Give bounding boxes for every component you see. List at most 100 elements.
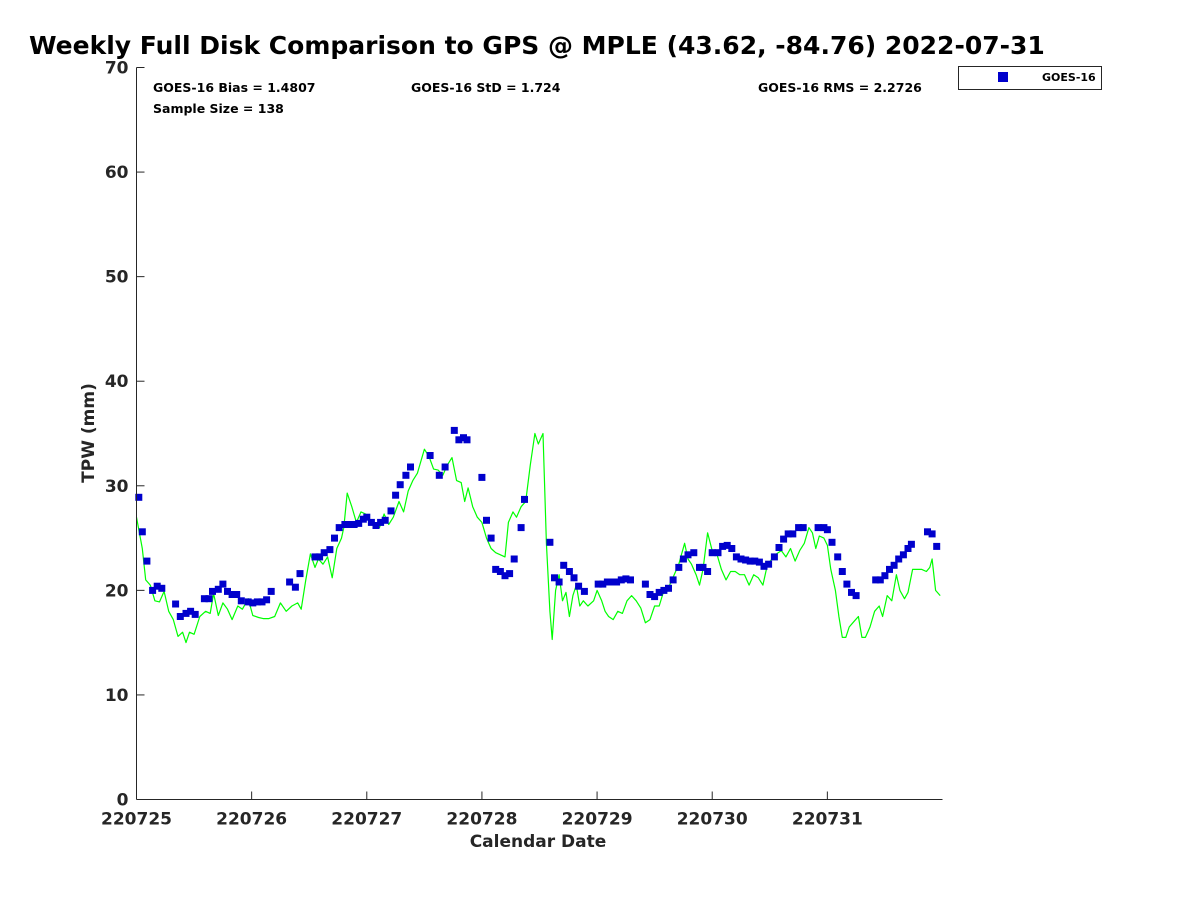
goes16-data-point	[580, 587, 588, 595]
goes16-data-point	[149, 586, 157, 594]
goes16-data-point	[872, 576, 880, 584]
x-tick-label: 220726	[216, 810, 287, 830]
goes16-data-point	[760, 562, 768, 570]
goes16-data-point	[224, 587, 231, 595]
goes16-data-point	[742, 556, 750, 564]
goes16-data-point	[699, 563, 707, 571]
y-tick-label: 10	[105, 686, 129, 706]
goes16-data-point	[895, 555, 903, 563]
goes16-data-point	[751, 557, 759, 565]
goes16-data-point	[510, 555, 518, 563]
goes16-data-point	[387, 507, 395, 515]
goes16-data-point	[517, 524, 525, 532]
goes16-data-point	[311, 553, 319, 561]
bias-stat: GOES-16 Bias = 1.4807	[153, 80, 315, 95]
goes16-data-point	[291, 583, 299, 591]
goes16-data-point	[723, 541, 731, 549]
goes16-data-point	[407, 463, 414, 471]
goes16-data-point	[172, 600, 180, 608]
goes16-data-point	[546, 538, 554, 546]
goes16-data-point	[704, 568, 712, 575]
goes16-data-point	[143, 557, 151, 565]
goes16-data-point	[372, 522, 380, 529]
goes16-data-point	[708, 549, 716, 557]
goes16-data-point	[521, 495, 528, 503]
y-tick-label: 30	[105, 477, 129, 497]
goes16-data-point	[770, 553, 778, 561]
axes: 0 10 20 30 40 50 60 70 220725 220726 220727 220728 2…	[101, 59, 943, 830]
goes16-data-point	[551, 574, 558, 582]
goes16-data-point	[483, 516, 490, 524]
goes16-data-point	[565, 568, 573, 575]
goes16-data-point	[603, 578, 611, 586]
goes16-data-point	[924, 528, 931, 536]
goes16-data-point	[182, 609, 190, 617]
goes16-data-point	[331, 534, 338, 542]
goes16-data-point	[363, 513, 371, 521]
goes16-data-point	[435, 471, 443, 479]
goes16-data-point	[441, 463, 449, 471]
goes16-data-point	[928, 530, 936, 538]
goes16-data-point	[755, 558, 763, 566]
goes16-data-point	[249, 599, 257, 607]
goes16-data-point	[463, 436, 471, 444]
y-tick-label: 0	[117, 791, 129, 811]
goes16-data-point	[214, 585, 222, 593]
goes16-data-point	[350, 521, 358, 528]
goes16-data-point	[258, 598, 266, 606]
y-tick-label: 20	[105, 581, 129, 601]
legend-marker-swatch	[998, 72, 1008, 82]
goes16-data-point	[158, 584, 166, 592]
goes16-data-point	[834, 553, 842, 561]
goes16-data-point	[714, 549, 722, 557]
goes16-data-point	[335, 524, 343, 532]
goes16-data-point	[814, 524, 822, 532]
gps-tpw-line	[135, 432, 941, 644]
goes16-data-point	[765, 560, 773, 568]
goes16-data-point	[326, 546, 334, 554]
x-tick-label: 220730	[677, 810, 748, 830]
goes16-data-point	[560, 561, 568, 569]
goes16-data-point	[478, 473, 486, 481]
goes16-data-point	[296, 570, 304, 578]
goes16-data-point	[881, 572, 889, 580]
goes16-data-point	[555, 578, 563, 586]
goes16-data-point	[594, 580, 602, 588]
goes16-data-point	[608, 578, 616, 586]
goes16-data-point	[346, 521, 353, 528]
goes16-data-point	[501, 572, 509, 580]
goes16-data-point	[613, 578, 621, 586]
y-tick-label: 60	[105, 163, 129, 183]
x-axis-label: Calendar Date	[470, 832, 607, 852]
goes16-data-point	[392, 491, 400, 499]
goes16-data-point	[675, 563, 683, 571]
goes16-data-point	[728, 545, 736, 552]
x-tick-label: 220729	[562, 810, 633, 830]
x-tick-label: 220727	[331, 810, 402, 830]
y-tick-label: 50	[105, 268, 129, 288]
legend-box	[958, 66, 1102, 90]
goes16-data-point	[848, 588, 855, 596]
goes16-data-point	[219, 580, 227, 588]
goes16-data-point	[890, 561, 898, 569]
legend-label: GOES-16	[1042, 71, 1096, 84]
x-tick-label: 220725	[101, 810, 172, 830]
x-tick-label: 220731	[792, 810, 863, 830]
goes16-data-point	[622, 575, 630, 583]
gps-line-layer	[135, 432, 941, 644]
goes16-data-point	[660, 586, 668, 594]
goes16-data-point	[719, 542, 727, 550]
goes16-data-point	[492, 565, 500, 573]
goes16-data-point	[176, 613, 184, 620]
goes16-data-point	[627, 576, 634, 584]
goes16-data-point	[899, 551, 907, 559]
goes16-data-point	[690, 549, 698, 557]
goes16-data-point	[496, 568, 504, 575]
goes16-data-point	[684, 551, 692, 559]
goes16-data-point	[253, 598, 261, 606]
goes16-data-point	[795, 524, 803, 532]
goes16-data-point	[617, 576, 625, 584]
goes16-data-point	[355, 519, 363, 527]
goes16-data-point	[838, 568, 846, 575]
